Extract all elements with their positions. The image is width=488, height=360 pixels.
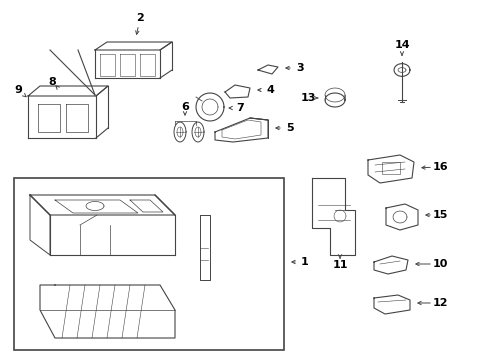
Text: 1: 1: [301, 257, 308, 267]
Text: 8: 8: [48, 77, 56, 87]
Text: 9: 9: [14, 85, 22, 95]
Text: 3: 3: [296, 63, 303, 73]
Text: 2: 2: [136, 13, 143, 23]
Bar: [14, 178, 284, 350]
Text: 14: 14: [393, 40, 409, 50]
Text: 13: 13: [300, 93, 315, 103]
Text: 11: 11: [331, 260, 347, 270]
Text: 12: 12: [431, 298, 447, 308]
Text: 15: 15: [431, 210, 447, 220]
Text: 10: 10: [431, 259, 447, 269]
Text: 4: 4: [265, 85, 273, 95]
Bar: [381, 162, 399, 174]
Text: 16: 16: [431, 162, 447, 172]
Text: 6: 6: [181, 102, 188, 112]
Text: 5: 5: [285, 123, 293, 133]
Text: 7: 7: [236, 103, 244, 113]
